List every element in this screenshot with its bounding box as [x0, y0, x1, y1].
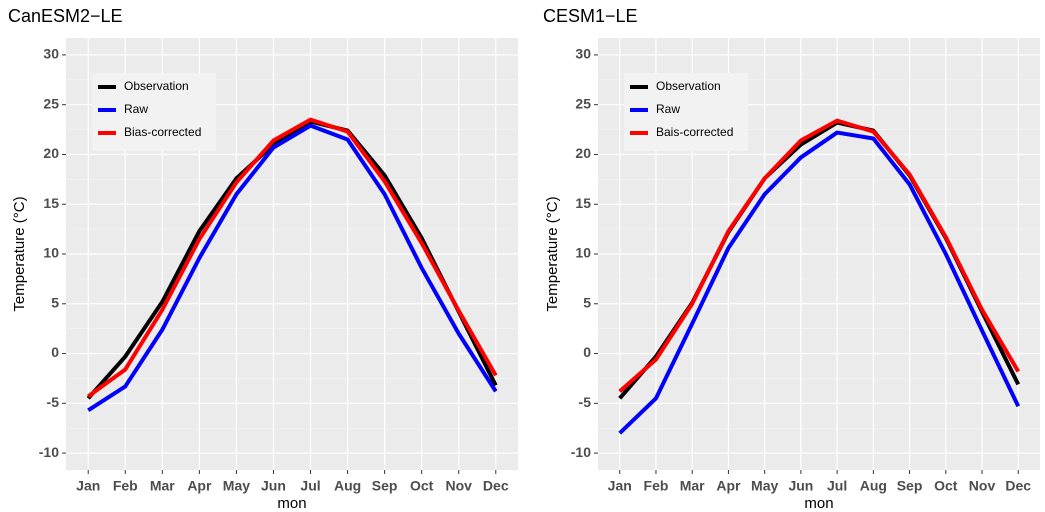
- x-tick-label: Sep: [372, 478, 398, 494]
- x-tick-label: Aug: [334, 478, 361, 494]
- y-tick-label: 25: [575, 95, 591, 111]
- y-tick-label: 20: [575, 145, 591, 161]
- y-tick-label: 0: [583, 344, 591, 360]
- x-axis-label: mon: [277, 495, 306, 512]
- legend-label: Observation: [124, 79, 189, 93]
- series-line: [87, 117, 498, 398]
- x-tick-label: Jun: [788, 478, 813, 494]
- x-tick-label: Jan: [76, 478, 100, 494]
- x-tick-label: Apr: [187, 478, 212, 494]
- x-tick-label: Jul: [827, 478, 847, 494]
- y-tick-label: 10: [43, 245, 59, 261]
- legend-label: Raw: [656, 102, 680, 116]
- y-tick-label: 20: [43, 145, 59, 161]
- x-axis-label: mon: [804, 495, 833, 512]
- x-tick-label: Dec: [1005, 478, 1031, 494]
- x-tick-label: Mar: [150, 478, 175, 494]
- x-tick-label: Nov: [445, 478, 472, 494]
- chart-title: CESM1−LE: [543, 6, 638, 26]
- chart-title: CanESM2−LE: [8, 6, 123, 26]
- y-axis-label: Temperature (°C): [11, 196, 28, 311]
- y-axis-label: Temperature (°C): [544, 196, 561, 311]
- legend-label: Bais-corrected: [656, 125, 733, 139]
- x-tick-label: Mar: [680, 478, 705, 494]
- y-tick-label: 15: [575, 195, 591, 211]
- x-tick-label: Aug: [860, 478, 887, 494]
- legend-label: Raw: [124, 102, 148, 116]
- series-line: [87, 123, 498, 412]
- legend-label: Bias-corrected: [124, 125, 201, 139]
- x-tick-label: May: [751, 478, 778, 494]
- y-tick-label: -10: [39, 444, 59, 460]
- y-tick-label: -5: [579, 394, 592, 410]
- y-tick-label: -10: [571, 444, 591, 460]
- x-tick-label: Oct: [934, 478, 958, 494]
- y-tick-label: 10: [575, 245, 591, 261]
- x-tick-label: Jun: [261, 478, 286, 494]
- x-tick-label: Oct: [410, 478, 434, 494]
- y-tick-label: 5: [51, 294, 59, 310]
- y-tick-label: 5: [583, 294, 591, 310]
- x-tick-label: Jul: [300, 478, 320, 494]
- x-tick-label: Nov: [969, 478, 996, 494]
- y-tick-label: 0: [51, 344, 59, 360]
- x-tick-label: Dec: [483, 478, 509, 494]
- y-tick-label: 30: [43, 46, 59, 62]
- y-tick-label: 25: [43, 95, 59, 111]
- x-tick-label: Apr: [716, 478, 741, 494]
- series-line: [618, 118, 1020, 393]
- x-tick-label: Feb: [644, 478, 669, 494]
- y-tick-label: 15: [43, 195, 59, 211]
- legend-label: Observation: [656, 79, 721, 93]
- x-tick-label: Feb: [113, 478, 138, 494]
- x-tick-label: May: [223, 478, 250, 494]
- x-tick-label: Sep: [897, 478, 923, 494]
- series-line: [618, 130, 1021, 435]
- x-tick-label: Jan: [608, 478, 632, 494]
- y-tick-label: -5: [47, 394, 60, 410]
- y-tick-label: 30: [575, 46, 591, 62]
